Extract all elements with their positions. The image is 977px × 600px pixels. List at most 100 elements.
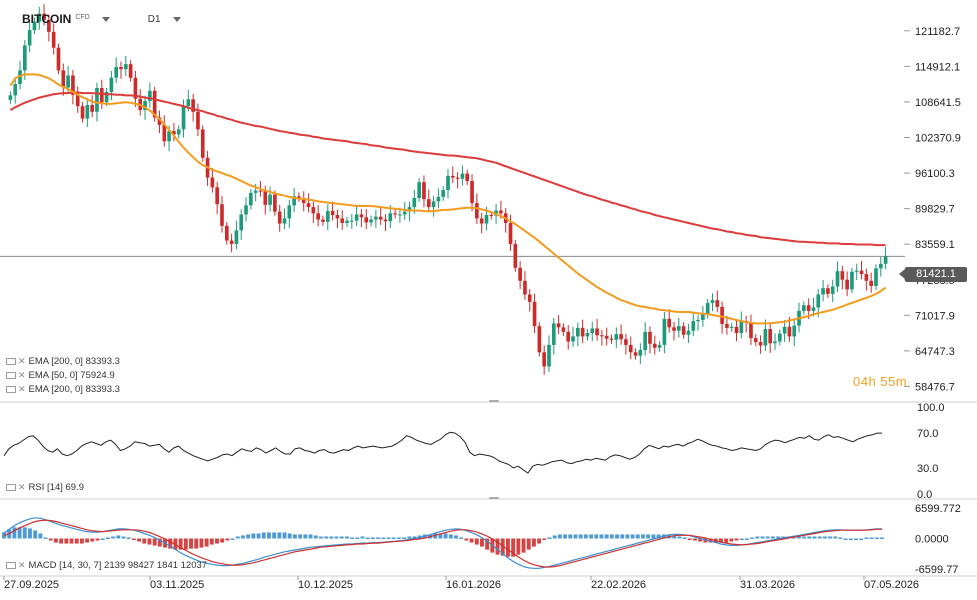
y-tick-label: 96100.3 <box>915 168 955 180</box>
candle-body <box>662 318 667 345</box>
macd-histogram-bar <box>531 538 536 547</box>
macd-histogram-bar <box>755 536 760 539</box>
macd-histogram-bar <box>303 534 308 539</box>
x-tick-label: 16.01.2026 <box>446 579 501 591</box>
candle-body <box>335 215 340 219</box>
pane-resize-handle[interactable] <box>489 400 499 402</box>
candle-body <box>518 267 522 281</box>
macd-histogram-bar <box>750 537 755 539</box>
macd-histogram-bar <box>100 538 105 540</box>
macd-histogram-bar <box>635 534 640 539</box>
macd-histogram-bar <box>157 538 162 547</box>
candle-body <box>311 207 316 214</box>
symbol-dropdown-caret-icon[interactable] <box>101 16 110 22</box>
candle-body <box>878 263 883 269</box>
candle-body <box>123 64 128 70</box>
timeframe-dropdown-caret-icon[interactable] <box>172 16 181 22</box>
candle-body <box>239 214 244 231</box>
macd-histogram-bar <box>583 534 588 539</box>
macd-histogram-bar <box>370 537 375 539</box>
visibility-icon[interactable] <box>6 358 16 365</box>
close-icon[interactable]: ✕ <box>18 370 26 380</box>
macd-histogram-bar <box>542 538 547 540</box>
candle-body <box>648 331 652 344</box>
x-tick-label: 27.09.2025 <box>4 579 59 591</box>
candle-body <box>258 190 263 192</box>
candle-body <box>119 66 123 70</box>
candle-body <box>619 334 623 340</box>
legend-ema-1[interactable]: ✕ EMA [200, 0] 83393.3 <box>6 355 120 368</box>
candle-body <box>547 344 551 367</box>
macd-histogram-bar <box>272 532 277 539</box>
candle-body <box>571 336 575 342</box>
timeframe-label[interactable]: D1 <box>147 13 161 25</box>
symbol-name[interactable]: BITCOIN <box>22 12 72 26</box>
macd-histogram-bar <box>324 536 329 539</box>
macd-histogram-bar <box>142 538 147 544</box>
legend-text: EMA [200, 0] 83393.3 <box>28 356 120 367</box>
rsi-panel[interactable] <box>3 431 882 474</box>
visibility-icon[interactable] <box>6 562 16 569</box>
candle-body <box>830 286 835 294</box>
legend-text: MACD [14, 30, 7] 2139 98427 1841 12037 <box>28 560 208 571</box>
macd-histogram-bar <box>729 538 734 542</box>
close-icon[interactable]: ✕ <box>18 384 26 394</box>
visibility-icon[interactable] <box>6 484 16 491</box>
macd-panel[interactable] <box>2 517 884 569</box>
legend-text: EMA [50, 0] 75924.9 <box>28 370 115 381</box>
candle-body <box>450 175 455 178</box>
close-icon[interactable]: ✕ <box>18 356 26 366</box>
macd-histogram-bar <box>604 534 609 539</box>
macd-histogram-bar <box>802 536 807 539</box>
macd-histogram-bar <box>516 538 521 555</box>
macd-histogram-bar <box>391 537 396 539</box>
candle-body <box>181 106 186 130</box>
legend-macd[interactable]: ✕ MACD [14, 30, 7] 2139 98427 1841 12037 <box>6 559 207 572</box>
macd-histogram-bar <box>651 534 656 539</box>
candle-body <box>768 329 773 344</box>
macd-histogram-bar <box>256 533 261 539</box>
close-icon[interactable]: ✕ <box>18 482 26 492</box>
macd-histogram-bar <box>672 535 677 539</box>
macd-histogram-bar <box>552 535 557 539</box>
macd-histogram-bar <box>251 533 256 539</box>
candle-body <box>349 220 354 222</box>
macd-histogram-bar <box>833 536 838 539</box>
candle-body <box>542 352 547 367</box>
candle-body <box>479 218 484 224</box>
candle-body <box>249 192 253 206</box>
legend-rsi[interactable]: ✕ RSI [14] 69.9 <box>6 481 84 494</box>
visibility-icon[interactable] <box>6 386 16 393</box>
macd-histogram-bar <box>90 538 95 542</box>
candle-body <box>27 30 32 46</box>
candle-body <box>806 305 811 311</box>
macd-histogram-bar <box>594 534 599 539</box>
candle-body <box>600 335 604 337</box>
close-icon[interactable]: ✕ <box>18 560 26 570</box>
macd-histogram-bar <box>277 532 282 539</box>
macd-histogram-bar <box>121 536 126 539</box>
price-panel[interactable] <box>0 4 905 375</box>
x-tick-label: 03.11.2025 <box>150 579 204 591</box>
macd-histogram-bar <box>615 534 619 539</box>
macd-histogram-bar <box>838 537 843 539</box>
candle-body <box>369 219 373 223</box>
candle-body <box>850 271 854 290</box>
legend-ema-3[interactable]: ✕ EMA [200, 0] 83393.3 <box>6 383 120 396</box>
candle-body <box>359 214 364 218</box>
legend-ema-2[interactable]: ✕ EMA [50, 0] 75924.9 <box>6 369 115 382</box>
macd-histogram-bar <box>131 538 136 540</box>
visibility-icon[interactable] <box>6 372 16 379</box>
candle-body <box>128 64 133 78</box>
macd-histogram-bar <box>376 537 381 539</box>
candle-body <box>537 326 542 353</box>
macd-histogram-bar <box>241 535 245 539</box>
candle-body <box>162 124 167 142</box>
candle-body <box>715 300 720 307</box>
pane-resize-handle[interactable] <box>489 497 499 499</box>
candle-body <box>643 331 647 351</box>
candle-body <box>561 327 566 332</box>
macd-histogram-bar <box>708 538 713 543</box>
legend-text: EMA [200, 0] 83393.3 <box>28 384 120 395</box>
